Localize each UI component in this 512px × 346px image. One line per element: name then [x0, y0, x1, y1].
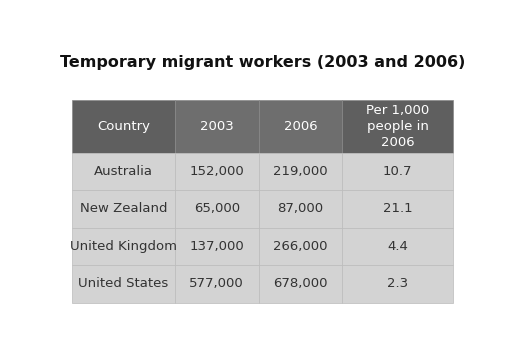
- Text: United States: United States: [78, 277, 168, 290]
- Text: 137,000: 137,000: [189, 240, 244, 253]
- Text: Country: Country: [97, 120, 150, 133]
- Text: 87,000: 87,000: [278, 202, 324, 216]
- Bar: [72, 265, 175, 303]
- Text: New Zealand: New Zealand: [79, 202, 167, 216]
- Bar: [72, 190, 175, 228]
- Bar: [259, 100, 343, 153]
- Bar: [175, 228, 259, 265]
- Bar: [343, 100, 453, 153]
- Text: 266,000: 266,000: [273, 240, 328, 253]
- Bar: [259, 265, 343, 303]
- Bar: [259, 153, 343, 190]
- Text: Per 1,000
people in
2006: Per 1,000 people in 2006: [366, 104, 429, 149]
- Text: 2003: 2003: [200, 120, 233, 133]
- Bar: [72, 228, 175, 265]
- Text: United Kingdom: United Kingdom: [70, 240, 177, 253]
- Text: 219,000: 219,000: [273, 165, 328, 178]
- Bar: [72, 100, 175, 153]
- Text: 678,000: 678,000: [273, 277, 328, 290]
- Text: 152,000: 152,000: [189, 165, 244, 178]
- Bar: [343, 228, 453, 265]
- Bar: [175, 190, 259, 228]
- Bar: [343, 265, 453, 303]
- Bar: [72, 153, 175, 190]
- Text: 10.7: 10.7: [383, 165, 412, 178]
- Bar: [259, 228, 343, 265]
- Text: Australia: Australia: [94, 165, 153, 178]
- Bar: [175, 153, 259, 190]
- Bar: [343, 190, 453, 228]
- Text: 21.1: 21.1: [383, 202, 413, 216]
- Bar: [259, 190, 343, 228]
- Text: 65,000: 65,000: [194, 202, 240, 216]
- Bar: [343, 153, 453, 190]
- Bar: [175, 265, 259, 303]
- Text: 2.3: 2.3: [387, 277, 408, 290]
- Text: 4.4: 4.4: [387, 240, 408, 253]
- Text: Temporary migrant workers (2003 and 2006): Temporary migrant workers (2003 and 2006…: [60, 55, 465, 70]
- Text: 577,000: 577,000: [189, 277, 244, 290]
- Text: 2006: 2006: [284, 120, 317, 133]
- Bar: [175, 100, 259, 153]
